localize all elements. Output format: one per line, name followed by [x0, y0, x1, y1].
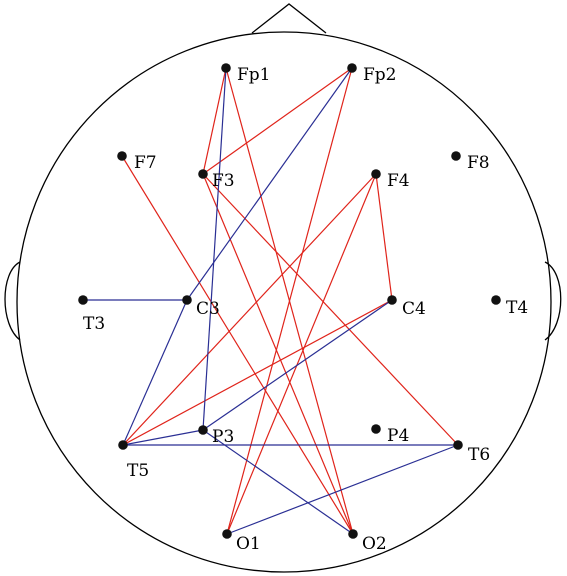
electrode-f8	[451, 151, 461, 161]
electrode-label-c3: C3	[196, 299, 220, 319]
electrode-t4	[491, 295, 501, 305]
electrode-label-o2: O2	[362, 534, 387, 554]
nose-outline	[251, 3, 327, 34]
electrode-t6	[453, 440, 463, 450]
connection-f4-c4	[375, 173, 393, 301]
electrode-p3	[198, 425, 208, 435]
electrode-label-o1: O1	[236, 534, 261, 554]
connection-c3-t5	[122, 299, 188, 446]
connection-t5-p3	[122, 429, 204, 446]
electrode-label-t6: T6	[468, 445, 490, 465]
connection-fp1-f3	[202, 67, 227, 175]
connection-f3-o2	[202, 173, 354, 535]
connection-c4-t5	[122, 299, 393, 446]
connection-o1-t6	[226, 444, 459, 535]
electrode-label-t4: T4	[506, 298, 528, 318]
electrode-o1	[222, 529, 232, 539]
head-outline	[4, 3, 562, 573]
connection-fp2-f3	[202, 67, 353, 175]
scalp-circle	[16, 31, 552, 573]
electrode-p4	[371, 424, 381, 434]
electrode-label-fp1: Fp1	[237, 65, 271, 85]
connection-f3-t6	[202, 173, 459, 446]
electrodes-layer: Fp1 Fp2 F7 F3 F4 F8 T3 C3 C4 T4 T5 P3 P4 T6 O1 O2	[78, 63, 528, 554]
electrode-fp1	[221, 63, 231, 73]
electrode-t5	[118, 440, 128, 450]
connection-f7-o2	[121, 155, 354, 535]
electrode-t3	[78, 295, 88, 305]
electrode-label-t3: T3	[83, 314, 105, 334]
electrode-f7	[117, 151, 127, 161]
electrode-fp2	[347, 63, 357, 73]
electrode-o2	[348, 529, 358, 539]
connection-f4-t5	[122, 173, 377, 446]
electrode-label-f3: F3	[212, 171, 235, 191]
electrode-f4	[371, 169, 381, 179]
electrode-label-f7: F7	[134, 153, 157, 173]
connection-fp1-p3	[202, 67, 227, 431]
electrode-label-f8: F8	[467, 153, 490, 173]
connections-layer	[83, 67, 459, 535]
electrode-c3	[182, 295, 192, 305]
right-ear-outline	[544, 261, 562, 341]
electrode-label-fp2: Fp2	[363, 65, 397, 85]
electrode-label-p3: P3	[212, 427, 234, 447]
electrode-label-p4: P4	[387, 426, 409, 446]
connection-fp2-c3	[186, 67, 353, 301]
electrode-c4	[387, 295, 397, 305]
connection-p3-o2	[202, 429, 354, 535]
connection-fp2-o1	[226, 67, 353, 535]
electrode-label-f4: F4	[387, 171, 410, 191]
left-ear-outline	[4, 261, 21, 341]
electrode-label-c4: C4	[402, 299, 426, 319]
electrode-label-t5: T5	[127, 461, 149, 481]
electrode-f3	[198, 169, 208, 179]
connection-f4-o1	[226, 173, 377, 535]
connection-c4-p3	[202, 299, 393, 431]
